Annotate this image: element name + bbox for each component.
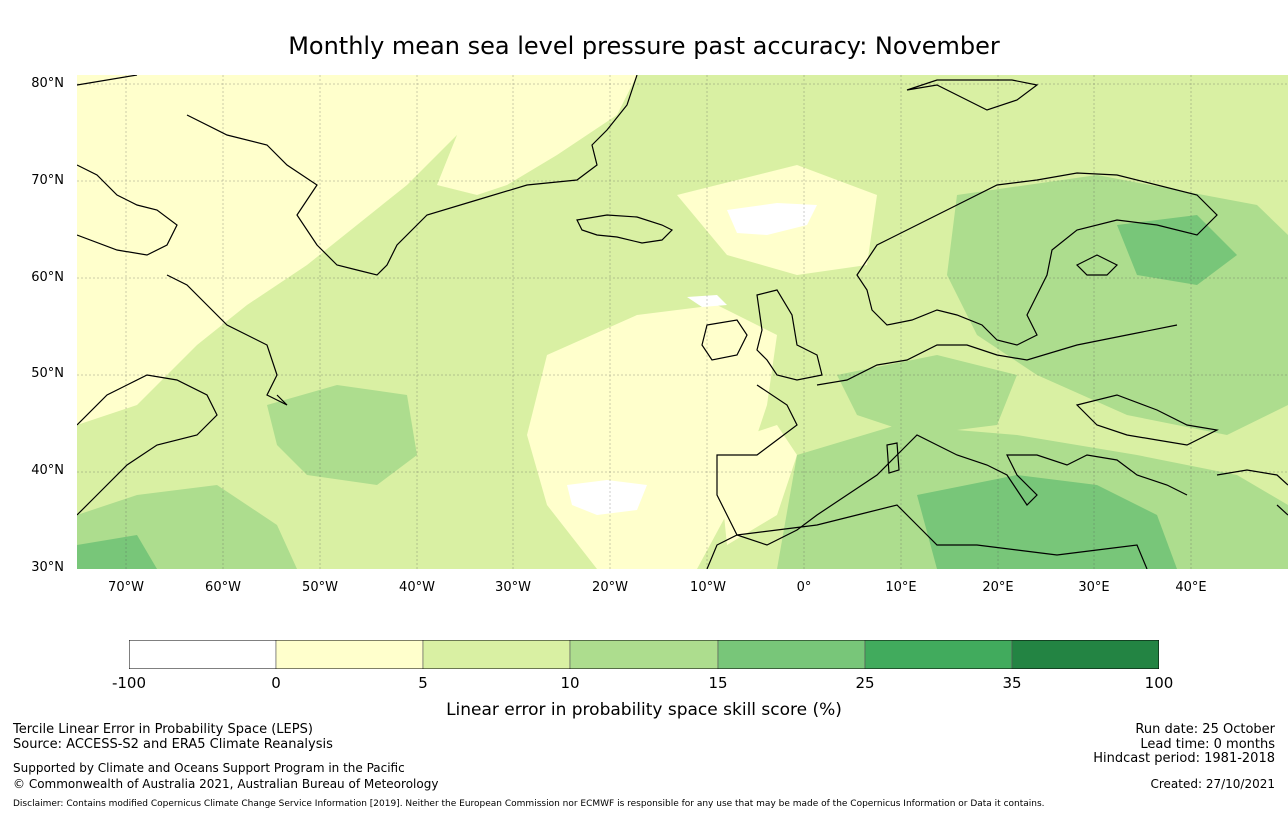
skill-map [77, 75, 1288, 569]
colorbar-tick-0: 0 [271, 674, 281, 692]
region-sw-darkgreen-patch [77, 535, 157, 569]
graticule [77, 75, 1288, 569]
coastlines [77, 75, 1288, 569]
region-north-atlantic-pale [77, 75, 457, 425]
region-nw-atlantic-green [267, 385, 417, 485]
region-negative-south [567, 480, 647, 515]
lon-label-20w: 20°W [592, 580, 628, 595]
colorbar-bin-7 [1011, 640, 1159, 669]
lon-label-10e: 10°E [885, 580, 917, 595]
coast-labrador [77, 164, 288, 516]
colorbar-tick-15: 15 [708, 674, 728, 692]
lon-label-20e: 20°E [982, 580, 1014, 595]
colorbar-tick-100: 100 [1144, 674, 1174, 692]
footer-disclaimer: Disclaimer: Contains modified Copernicus… [13, 799, 1045, 809]
lat-label-50n: 50°N [31, 366, 64, 381]
colorbar-bin-1 [129, 640, 277, 669]
colorbar-tick-35: 35 [1002, 674, 1022, 692]
footer-run-date: Run date: 25 October [1135, 722, 1275, 737]
lon-label-40w: 40°W [399, 580, 435, 595]
lat-label-80n: 80°N [31, 76, 64, 91]
lat-label-30n: 30°N [31, 560, 64, 575]
chart-title: Monthly mean sea level pressure past acc… [288, 32, 1000, 60]
colorbar [129, 640, 1159, 669]
colorbar-bin-6 [864, 640, 1013, 669]
coast-east [1216, 469, 1288, 516]
lon-label-30e: 30°E [1078, 580, 1110, 595]
lat-label-40n: 40°N [31, 463, 64, 478]
coast-iceland [576, 214, 674, 244]
coast-sardinia [886, 442, 900, 474]
colorbar-label: Linear error in probability space skill … [446, 700, 842, 720]
region-pale-band-nw [177, 75, 637, 195]
lat-label-70n: 70°N [31, 173, 64, 188]
lon-label-70w: 70°W [108, 580, 144, 595]
colorbar-tick-m100: -100 [111, 674, 147, 692]
region-russia-darkgreen [1117, 215, 1237, 285]
lat-label-60n: 60°N [31, 270, 64, 285]
footer-copyright: © Commonwealth of Australia 2021, Austra… [13, 777, 439, 791]
lon-label-10w: 10°W [690, 580, 726, 595]
colorbar-tick-5: 5 [418, 674, 428, 692]
coast-baltic [1075, 254, 1119, 276]
footer-support: Supported by Climate and Oceans Support … [13, 761, 405, 775]
lon-label-40e: 40°E [1175, 580, 1207, 595]
coast-europe [716, 324, 1219, 546]
coast-north-africa [706, 504, 1148, 569]
lon-label-50w: 50°W [302, 580, 338, 595]
coast-svalbard [906, 79, 1039, 111]
colorbar-bin-2 [275, 640, 424, 669]
colorbar-bin-5 [717, 640, 866, 669]
colorbar-tick-25: 25 [855, 674, 875, 692]
lon-label-60w: 60°W [205, 580, 241, 595]
colorbar-bin-4 [569, 640, 719, 669]
lon-label-0: 0° [796, 580, 812, 595]
footer-created: Created: 27/10/2021 [1150, 777, 1275, 791]
footer-lead-time: Lead time: 0 months [1140, 737, 1275, 752]
lon-label-30w: 30°W [495, 580, 531, 595]
footer-leps: Tercile Linear Error in Probability Spac… [13, 722, 313, 737]
coast-greenland [77, 75, 638, 276]
region-negative-north [727, 203, 817, 235]
colorbar-bin-3 [422, 640, 571, 669]
footer-hindcast: Hindcast period: 1981-2018 [1093, 751, 1275, 766]
colorbar-tick-10: 10 [560, 674, 580, 692]
coast-scandinavia [856, 172, 1218, 346]
coast-britain [756, 289, 823, 381]
coast-ireland [701, 319, 748, 361]
footer-source: Source: ACCESS-S2 and ERA5 Climate Reana… [13, 737, 333, 752]
